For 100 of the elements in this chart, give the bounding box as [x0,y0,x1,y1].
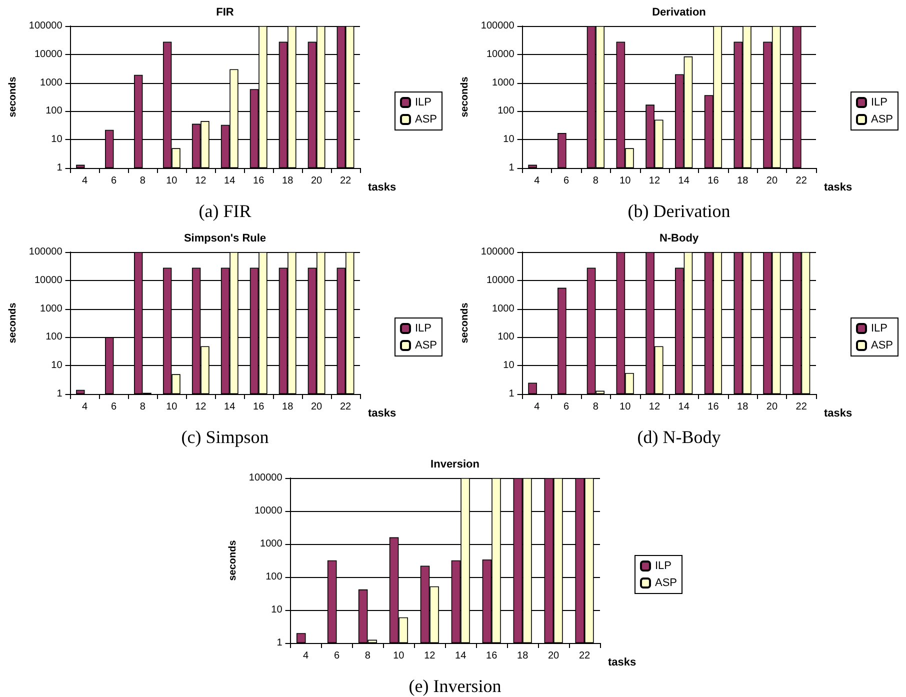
y-tick-label: 10000 [254,506,283,516]
x-tick-label: 16 [253,176,265,186]
x-tick-label: 12 [195,176,207,186]
text: (b) Derivation [628,201,730,221]
x-tick-label: 12 [648,402,660,412]
y-tick-label: 100 [46,106,63,117]
y-axis-title: seconds [8,302,18,344]
chart-title: N-Body [659,232,700,244]
text: (a) FIR [198,201,252,221]
y-axis-title: seconds [460,76,470,118]
x-tick-label: 22 [340,402,352,412]
x-tick-label: 20 [548,650,560,662]
legend-label: ASP [654,577,678,589]
x-tick-label: 10 [393,650,405,662]
x-tick-label: 8 [140,176,146,186]
x-axis-title: tasks [368,182,396,194]
x-tick-label: 10 [166,176,178,186]
y-tick-label: 1000 [260,538,283,550]
x-tick-label: 18 [737,402,749,412]
x-tick-label: 16 [708,402,720,412]
x-tick-label: 14 [224,176,236,186]
y-tick-label: 10 [51,360,63,372]
x-tick-label: 12 [648,176,660,186]
x-tick-label: 6 [334,650,340,662]
text: (d) N-Body [637,427,721,447]
y-tick-label: 10 [51,134,63,146]
y-tick-label: 1000 [40,303,63,314]
x-tick-label: 8 [592,176,599,186]
y-tick-label: 1 [276,638,283,648]
y-tick-label: 1 [508,388,515,400]
x-tick-label: 14 [678,176,690,186]
x-tick-label: 8 [364,650,371,662]
text: (c) Simpson [181,427,269,447]
x-tick-label: 14 [678,402,690,412]
y-tick-label: 100000 [248,472,283,484]
x-tick-label: 8 [140,402,146,412]
y-tick-label: 1000 [492,303,515,314]
y-tick-label: 1000 [40,77,63,88]
x-tick-label: 18 [282,402,294,412]
legend-label: ASP [870,114,894,126]
x-tick-label: 6 [110,176,117,186]
y-tick-label: 100 [498,332,515,343]
x-tick-label: 14 [455,650,467,662]
x-axis-title: tasks [824,408,852,420]
legend-label: ILP [414,96,432,108]
legend-label: ILP [870,96,888,108]
x-tick-label: 20 [766,176,778,186]
y-tick-label: 100000 [28,20,63,32]
x-tick-label: 16 [708,176,720,186]
x-tick-label: 10 [620,176,632,186]
x-tick-label: 4 [534,402,540,412]
chart-title: Inversion [430,458,480,470]
x-tick-label: 10 [166,402,178,412]
x-tick-label: 20 [766,402,778,412]
y-axis-title: seconds [228,540,238,581]
legend-label: ILP [870,322,888,334]
x-tick-label: 14 [224,402,236,412]
y-tick-label: 100000 [480,246,515,258]
x-axis-title: tasks [824,182,852,194]
x-tick-label: 20 [310,402,323,412]
x-tick-label: 20 [310,176,323,186]
y-tick-label: 1 [508,162,515,174]
y-tick-label: 100000 [28,246,63,258]
x-tick-label: 22 [340,176,352,186]
x-tick-label: 8 [592,402,599,412]
x-tick-label: 16 [253,402,265,412]
y-tick-label: 10000 [34,48,63,60]
x-tick-label: 12 [424,650,436,662]
y-axis-title: seconds [460,302,470,344]
x-tick-label: 22 [578,650,591,662]
y-tick-label: 10 [503,134,515,146]
y-tick-label: 1 [56,388,63,400]
x-tick-label: 16 [486,650,498,662]
legend-label: ASP [414,340,438,352]
x-tick-label: 6 [110,402,117,412]
chart-title: Simpson's Rule [184,232,266,244]
x-tick-label: 4 [302,650,309,662]
y-tick-label: 100 [498,106,515,117]
x-tick-label: 22 [796,402,808,412]
y-axis-title: seconds [8,76,18,118]
x-tick-label: 18 [517,650,529,662]
x-axis-title: tasks [608,656,636,668]
x-tick-label: 12 [195,402,207,412]
x-tick-label: 4 [534,176,540,186]
text: (e) Inversion [408,676,502,696]
y-tick-label: 1 [56,162,63,174]
x-tick-label: 6 [564,402,570,412]
chart-title: FIR [216,6,234,18]
legend-label: ILP [414,322,432,334]
y-tick-label: 10 [503,360,515,372]
y-tick-label: 1000 [492,77,515,88]
y-tick-label: 100 [46,332,63,343]
x-tick-label: 6 [564,176,570,186]
x-axis-title: tasks [368,408,396,420]
y-tick-label: 100000 [480,20,515,32]
y-tick-label: 10 [271,604,283,616]
x-tick-label: 18 [282,176,294,186]
legend-label: ILP [654,560,672,572]
y-tick-label: 100 [266,572,283,582]
y-tick-label: 10000 [486,48,515,60]
